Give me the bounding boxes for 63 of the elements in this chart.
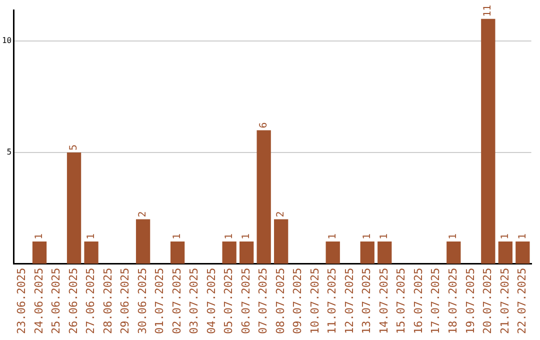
bar: [66, 152, 82, 264]
data-label: 2: [138, 211, 149, 218]
x-tick-label: 30.06.2025: [136, 268, 149, 334]
x-tick-label: 24.06.2025: [32, 268, 46, 334]
bar: [136, 219, 150, 264]
bar: [170, 242, 185, 264]
x-tick-label: 19.07.2025: [464, 268, 477, 334]
x-tick-label: 28.06.2025: [101, 268, 114, 334]
bar: [446, 242, 461, 264]
x-tick-label: 10.07.2025: [308, 268, 322, 334]
data-label: 2: [276, 211, 287, 218]
bar: [481, 18, 496, 264]
data-label: 6: [258, 122, 270, 128]
bar: [326, 242, 340, 264]
bar: [256, 130, 271, 264]
x-tick-label: 07.07.2025: [256, 268, 270, 334]
x-tick-label: 17.07.2025: [429, 268, 442, 334]
x-tick-label: 11.07.2025: [326, 268, 339, 334]
data-label: 1: [172, 233, 184, 240]
data-label: 1: [241, 233, 252, 240]
bar: [274, 219, 288, 264]
data-label: 1: [362, 233, 373, 240]
x-tick-label: 09.07.2025: [291, 268, 304, 334]
bar: [240, 242, 254, 264]
data-label: 11: [482, 4, 494, 17]
x-tick-label: 02.07.2025: [170, 268, 184, 334]
bar: [32, 242, 47, 264]
x-tick-label: 01.07.2025: [153, 268, 166, 334]
data-label: 1: [500, 233, 512, 240]
bar: [222, 242, 236, 264]
x-tick-label: 12.07.2025: [342, 268, 356, 334]
x-tick-label: 15.07.2025: [394, 268, 408, 334]
x-tick-label: 03.07.2025: [188, 268, 201, 334]
bar: [516, 242, 530, 264]
x-tick-label: 04.07.2025: [204, 268, 218, 334]
data-label: 1: [517, 233, 528, 240]
x-tick-label: 25.06.2025: [50, 268, 63, 334]
x-tick-label: 21.07.2025: [498, 268, 512, 334]
bar: [498, 242, 512, 264]
x-tick-label: 23.06.2025: [15, 268, 28, 334]
data-label: 1: [379, 233, 390, 240]
data-label: 1: [448, 233, 460, 240]
data-label: 1: [327, 233, 338, 240]
bar: [360, 242, 374, 264]
bar: [378, 242, 392, 264]
x-tick-label: 14.07.2025: [377, 268, 390, 334]
data-label: 5: [68, 144, 80, 150]
data-label: 1: [86, 233, 97, 240]
x-tick-label: 18.07.2025: [446, 268, 460, 334]
x-tick-label: 26.06.2025: [66, 268, 80, 334]
x-tick-label: 16.07.2025: [412, 268, 425, 334]
x-tick-label: 20.07.2025: [481, 268, 494, 334]
x-tick-label: 08.07.2025: [274, 268, 287, 334]
x-tick-label: 27.06.2025: [84, 268, 98, 334]
x-tick-label: 29.06.2025: [118, 268, 132, 334]
x-tick-label: 22.07.2025: [516, 268, 529, 334]
bar: [84, 242, 98, 264]
y-tick-label: 10: [2, 36, 12, 46]
data-label: 1: [34, 233, 46, 240]
x-tick-label: 06.07.2025: [239, 268, 252, 334]
x-tick-label: 05.07.2025: [222, 268, 236, 334]
x-tick-label: 13.07.2025: [360, 268, 374, 334]
data-label: 1: [224, 233, 235, 240]
